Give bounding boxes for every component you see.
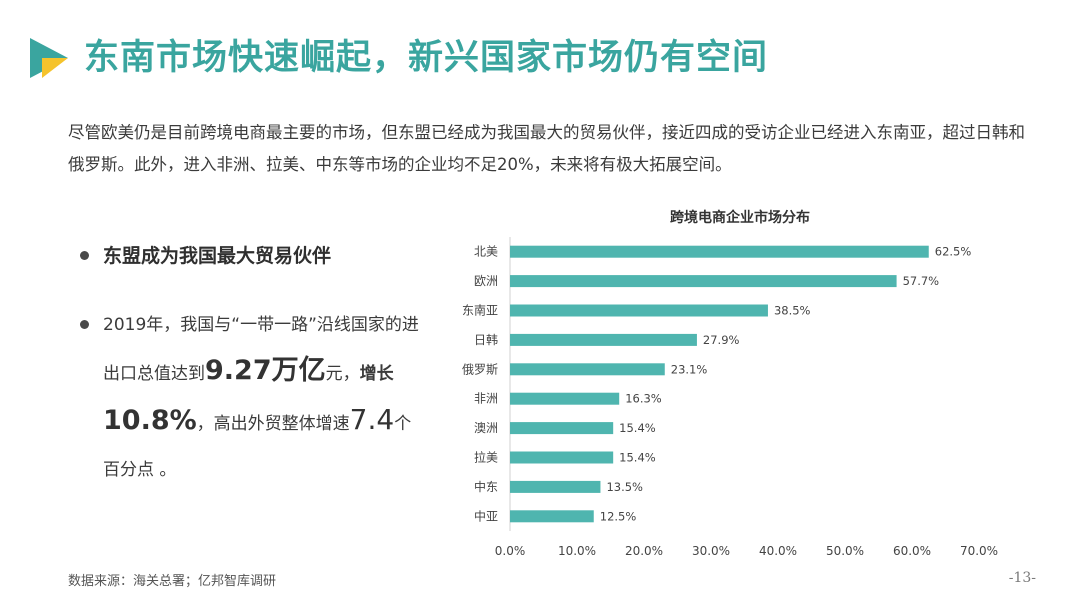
data-label: 16.3% — [625, 392, 662, 406]
bar — [510, 275, 897, 288]
growth-value: 10.8% — [103, 405, 197, 436]
market-distribution-chart: 跨境电商企业市场分布 北美 62.5% 欧洲 57.7% 东南亚 38.5% 日韩 27.9%… — [462, 209, 998, 558]
category-label: 拉美 — [474, 450, 498, 465]
bar — [510, 510, 594, 523]
data-label: 57.7% — [903, 274, 940, 288]
bullet-belt-road: 2019年，我国与“一带一路”沿线国家的进出口总值达到9.27万亿元，增长 10.… — [80, 311, 423, 493]
stat-text-4: ，高出外贸整体增速 — [196, 414, 350, 434]
play-logo-icon — [30, 38, 68, 78]
logo-yellow-triangle — [42, 58, 68, 78]
category-label: 澳洲 — [474, 421, 498, 435]
category-label: 非洲 — [474, 392, 498, 406]
category-label: 中亚 — [474, 508, 498, 523]
page-title: 东南市场快速崛起，新兴国家市场仍有空间 — [84, 38, 769, 78]
data-label: 15.4% — [619, 451, 656, 465]
x-tick-label: 20.0% — [625, 544, 663, 558]
bar — [510, 451, 614, 464]
x-tick-label: 60.0% — [893, 544, 931, 558]
bar — [510, 333, 697, 346]
stat-text-2: 元， — [325, 364, 360, 384]
category-label: 中东 — [474, 479, 498, 494]
data-label: 23.1% — [671, 362, 708, 376]
category-label: 欧洲 — [474, 274, 498, 288]
bullet-asean-text: 东盟成为我国最大贸易伙伴 — [103, 245, 332, 267]
category-label: 俄罗斯 — [462, 362, 498, 376]
trade-total-value: 9.27万亿 — [205, 355, 326, 386]
data-label: 15.4% — [619, 421, 656, 435]
bar — [510, 363, 665, 376]
data-label: 62.5% — [935, 245, 972, 259]
points-value: 7.4 — [349, 403, 395, 436]
bar — [510, 304, 768, 317]
data-source: 数据来源：海关总署；亿邦智库调研 — [68, 574, 277, 589]
stat-text-3: 增长 — [359, 364, 394, 384]
bullet-dot — [80, 251, 89, 260]
x-tick-label: 10.0% — [558, 544, 596, 558]
x-tick-label: 50.0% — [826, 544, 864, 558]
category-label: 日韩 — [474, 332, 498, 347]
bullet-belt-road-text: 2019年，我国与“一带一路”沿线国家的进出口总值达到9.27万亿元，增长 10.… — [103, 302, 423, 493]
bar — [510, 392, 620, 405]
chart-title: 跨境电商企业市场分布 — [670, 209, 810, 226]
bullet-asean: 东盟成为我国最大贸易伙伴 — [80, 242, 331, 270]
x-tick-label: 0.0% — [495, 544, 526, 558]
data-label: 27.9% — [703, 333, 740, 347]
category-label: 北美 — [474, 245, 498, 259]
intro-paragraph: 尽管欧美仍是目前跨境电商最主要的市场，但东盟已经成为我国最大的贸易伙伴，接近四成… — [68, 123, 1025, 174]
data-label: 12.5% — [600, 509, 637, 523]
bar — [510, 480, 601, 493]
page-number: -13- — [1008, 570, 1036, 586]
data-label: 38.5% — [774, 304, 811, 318]
bar — [510, 245, 929, 258]
x-tick-label: 70.0% — [960, 544, 998, 558]
bar — [510, 422, 614, 435]
category-label: 东南亚 — [462, 303, 498, 318]
bullet-dot — [80, 320, 89, 329]
stat-text-1: 2019年，我国与“一带一路”沿线国家的进出口总值达到 — [103, 315, 419, 384]
x-tick-label: 40.0% — [759, 544, 797, 558]
data-label: 13.5% — [606, 480, 643, 494]
x-tick-label: 30.0% — [692, 544, 730, 558]
stat-text-5: 个百分点 。 — [103, 414, 412, 480]
